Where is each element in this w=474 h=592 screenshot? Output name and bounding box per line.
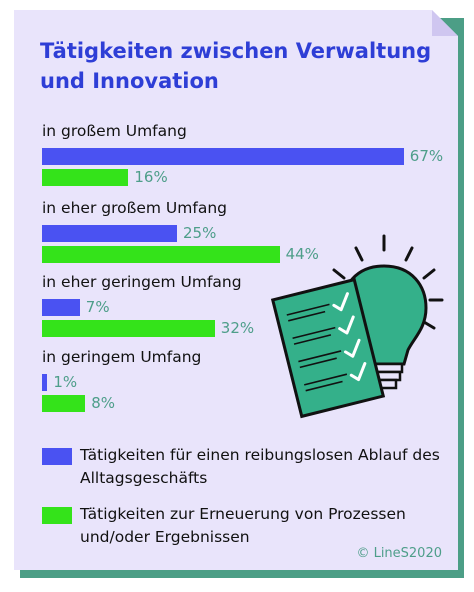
legend-swatch-blue [42,448,72,465]
legend-label-blue: Tätigkeiten für einen reibungslosen Abla… [80,446,440,487]
value-label: 44% [285,245,319,263]
bar-blue [42,225,177,242]
value-label: 1% [53,373,78,391]
category-label: in großem Umfang [42,122,187,140]
value-label: 32% [220,319,255,337]
value-label: 25% [183,224,217,242]
bar-blue [42,374,48,391]
bar-blue [42,148,404,165]
bar-blue [42,299,80,316]
bar-green [42,320,215,337]
bar-green [42,169,129,186]
value-label: 8% [91,394,115,412]
title-line-2: und Innovation [40,69,219,93]
legend-label-green: Tätigkeiten zur Erneuerung von Prozessen… [80,505,406,546]
copyright-text: © LineS2020 [356,546,442,561]
title-line-1: Tätigkeiten zwischen Verwaltung [40,39,432,63]
value-label: 16% [134,168,168,186]
value-label: 67% [409,147,444,165]
category-label: in geringem Umfang [42,348,202,366]
chart-title: Tätigkeiten zwischen Verwaltung und Inno… [40,36,440,96]
infographic-card: Tätigkeiten zwischen Verwaltung und Inno… [14,10,458,570]
bar-green [42,395,86,412]
illustration [270,234,444,419]
bar-green [42,246,280,263]
checklist-icon [270,277,386,419]
category-label: in eher großem Umfang [42,199,227,217]
value-label: 7% [85,298,110,316]
legend-swatch-green [42,507,72,524]
category-label: in eher geringem Umfang [42,273,242,291]
